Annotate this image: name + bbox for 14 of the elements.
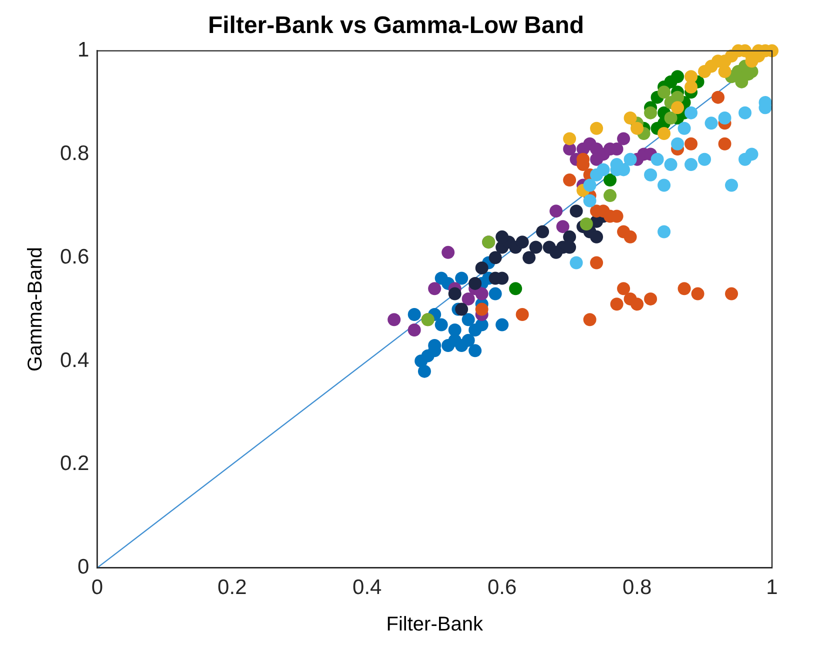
y-tick-label: 1	[78, 38, 90, 62]
y-tick-label: 0.8	[60, 142, 90, 165]
y-axis-title: Gamma-Band	[24, 247, 47, 372]
x-axis-title: Filter-Bank	[386, 614, 484, 636]
x-tick-label: 0.6	[487, 576, 517, 600]
x-tick-label: 0.2	[218, 576, 247, 600]
chart-title: Filter-Bank vs Gamma-Low Band	[208, 12, 584, 40]
y-tick-label: 0	[78, 556, 90, 579]
x-tick-label: 0.8	[622, 576, 652, 600]
y-tick-label: 0.4	[60, 348, 90, 372]
y-tick-label: 0.2	[60, 452, 90, 476]
y-tick-label: 0.6	[60, 245, 90, 268]
x-tick-label: 0.4	[352, 576, 382, 600]
x-tick-label: 1	[766, 576, 778, 600]
